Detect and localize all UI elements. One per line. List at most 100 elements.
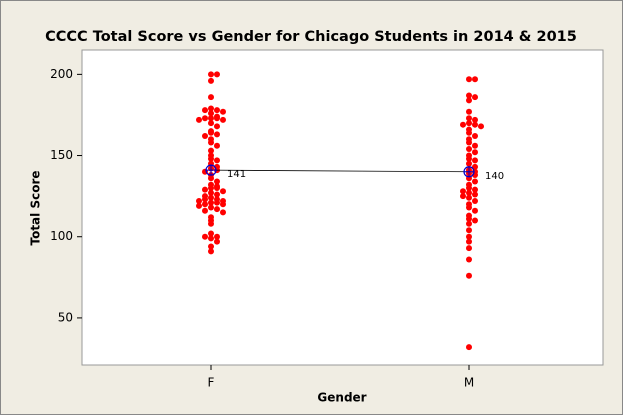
y-tick-label: 200 [50, 67, 73, 81]
data-point [208, 230, 214, 237]
data-point [214, 142, 220, 149]
data-point [460, 188, 466, 195]
data-point [208, 139, 214, 146]
data-point [208, 94, 214, 101]
data-point [466, 139, 472, 146]
data-point [466, 76, 472, 83]
data-point [472, 142, 478, 149]
data-point [466, 129, 472, 136]
data-point [472, 76, 478, 83]
mean-symbol [463, 166, 475, 178]
data-point [472, 121, 478, 128]
data-point [478, 123, 484, 130]
x-tick-label: F [208, 376, 215, 390]
x-axis-label: Gender [317, 391, 366, 405]
data-point [208, 235, 214, 242]
data-point [466, 97, 472, 104]
mean-label: 140 [485, 171, 504, 182]
data-point [202, 107, 208, 114]
data-point [208, 71, 214, 78]
data-point [208, 105, 214, 112]
data-point [472, 191, 478, 198]
data-point [220, 201, 226, 208]
data-point [208, 243, 214, 250]
data-point [472, 217, 478, 224]
data-point [202, 201, 208, 208]
data-point [472, 94, 478, 101]
mean-line [210, 169, 470, 173]
data-point [466, 344, 472, 351]
data-point [466, 155, 472, 162]
data-point [472, 207, 478, 214]
data-point [196, 198, 202, 205]
data-point [208, 155, 214, 162]
data-point [196, 202, 202, 209]
data-point [466, 233, 472, 240]
data-point [208, 194, 214, 201]
data-point [208, 248, 214, 255]
data-point [466, 215, 472, 222]
data-point [466, 146, 472, 153]
data-point [202, 115, 208, 122]
data-point [214, 178, 220, 185]
data-point [466, 120, 472, 127]
data-point [472, 157, 478, 164]
y-tick-label: 100 [50, 229, 73, 243]
data-point [208, 199, 214, 206]
data-point [472, 149, 478, 156]
data-point [208, 175, 214, 182]
data-point [208, 189, 214, 196]
data-point [202, 196, 208, 203]
y-axis-label: Total Score [29, 170, 43, 245]
data-point [208, 120, 214, 127]
data-point [466, 92, 472, 99]
data-point [466, 160, 472, 167]
data-point [208, 185, 214, 192]
mean-symbol [205, 164, 217, 176]
data-point [214, 191, 220, 198]
data-point [466, 189, 472, 196]
data-point [214, 206, 220, 213]
data-point [472, 198, 478, 205]
mean-label: 141 [227, 169, 246, 180]
data-point [220, 188, 226, 195]
data-point [472, 186, 478, 193]
data-point [202, 186, 208, 193]
data-point [466, 220, 472, 227]
data-point [202, 133, 208, 140]
data-point [202, 207, 208, 214]
data-point [466, 194, 472, 201]
data-point [208, 204, 214, 211]
data-point [460, 193, 466, 200]
data-point [472, 163, 478, 170]
data-point [214, 71, 220, 78]
data-point [214, 238, 220, 245]
chart-title: CCCC Total Score vs Gender for Chicago S… [45, 29, 577, 45]
data-point [466, 115, 472, 122]
data-point [214, 233, 220, 240]
data-point [220, 116, 226, 123]
data-point [214, 199, 220, 206]
y-tick-label: 50 [58, 310, 73, 324]
data-point [466, 272, 472, 279]
x-tick-label: M [464, 376, 474, 390]
data-point [196, 116, 202, 123]
data-point [214, 123, 220, 130]
data-point [472, 133, 478, 140]
data-point [466, 245, 472, 252]
data-point [466, 204, 472, 211]
data-point [214, 107, 220, 114]
data-point [460, 121, 466, 128]
data-point [466, 256, 472, 263]
data-point [208, 129, 214, 136]
data-point [214, 131, 220, 138]
data-point [466, 238, 472, 245]
data-point [472, 178, 478, 185]
data-point [208, 115, 214, 122]
data-point [208, 147, 214, 154]
data-point [220, 108, 226, 115]
data-point [220, 209, 226, 216]
plot-area [81, 49, 604, 366]
data-point [208, 77, 214, 84]
